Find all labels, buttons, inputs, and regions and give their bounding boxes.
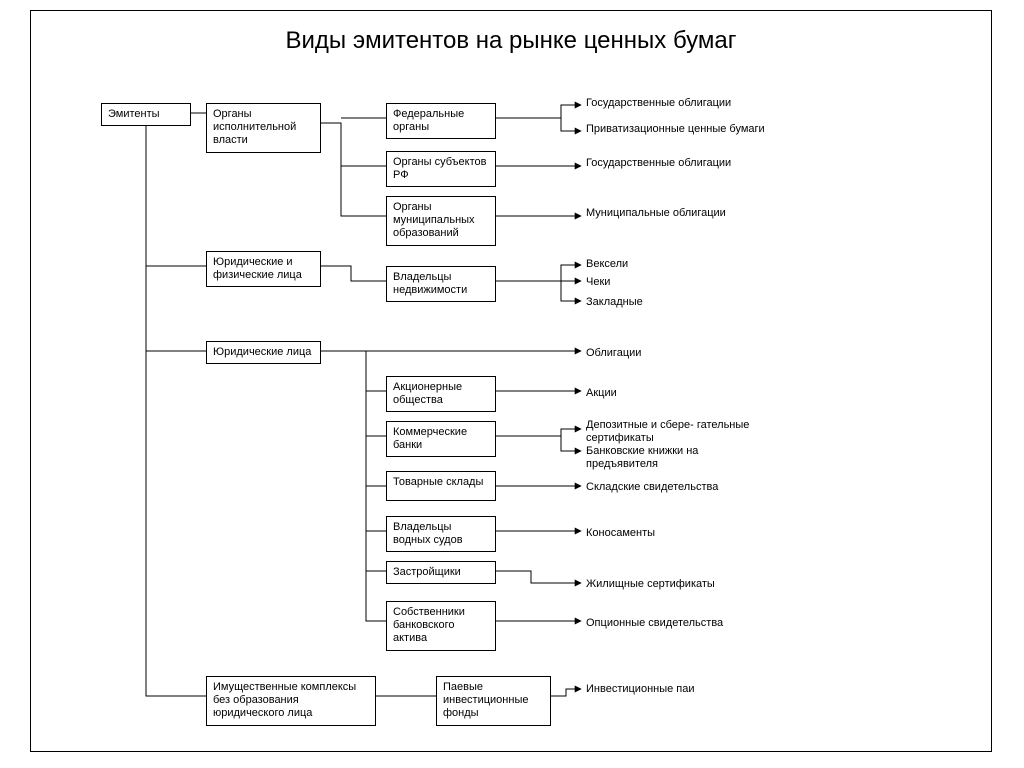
output-o_gos2: Государственные облигации	[586, 157, 731, 170]
edge	[366, 531, 386, 571]
output-o_gos1: Государственные облигации	[586, 97, 731, 110]
output-o_opt: Опционные свидетельства	[586, 617, 723, 630]
edge	[366, 571, 386, 621]
output-o_priv: Приватизационные ценные бумаги	[586, 123, 765, 136]
output-o_zakl: Закладные	[586, 296, 643, 309]
output-o_akc: Акции	[586, 387, 617, 400]
edge	[366, 351, 386, 391]
output-o_zhil: Жилищные сертификаты	[586, 578, 715, 591]
output-o_obl: Облигации	[586, 347, 641, 360]
node-owners: Собственники банковского актива	[386, 601, 496, 651]
node-ships: Владельцы водных судов	[386, 516, 496, 552]
node-banks: Коммерческие банки	[386, 421, 496, 457]
node-realty: Владельцы недвижимости	[386, 266, 496, 302]
edge	[321, 123, 386, 216]
node-muni: Органы муниципальных образований	[386, 196, 496, 246]
edge	[496, 105, 581, 118]
edge	[496, 429, 581, 436]
edge	[561, 281, 581, 301]
edge	[366, 391, 386, 436]
node-subj: Органы субъектов РФ	[386, 151, 496, 187]
node-pif: Паевые инвестиционные фонды	[436, 676, 551, 726]
node-ao: Акционерные общества	[386, 376, 496, 412]
output-o_muni: Муниципальные облигации	[586, 207, 726, 220]
node-build: Застройщики	[386, 561, 496, 584]
output-o_bank: Банковские книжки на предъявителя	[586, 445, 766, 471]
node-exec: Органы исполнительной власти	[206, 103, 321, 153]
output-o_veks: Вексели	[586, 258, 628, 271]
node-juleg: Юридические лица	[206, 341, 321, 364]
node-sklad: Товарные склады	[386, 471, 496, 501]
node-emit: Эмитенты	[101, 103, 191, 126]
output-o_sklad: Складские свидетельства	[586, 481, 718, 494]
diagram-frame: Виды эмитентов на рынке ценных бумаг Эми…	[30, 10, 992, 752]
edge	[561, 436, 581, 451]
edge	[496, 571, 581, 583]
output-o_chek: Чеки	[586, 276, 610, 289]
output-o_pai: Инвестиционные паи	[586, 683, 695, 696]
node-jufiz: Юридические и физические лица	[206, 251, 321, 287]
edge	[366, 436, 386, 486]
output-o_dep: Депозитные и сбере- гательные сертификат…	[586, 419, 766, 445]
edge	[321, 266, 386, 281]
edge	[561, 118, 581, 131]
edge	[496, 265, 581, 281]
edge	[366, 486, 386, 531]
node-fed: Федеральные органы	[386, 103, 496, 139]
edge	[551, 689, 581, 696]
output-o_kon: Коносаменты	[586, 527, 655, 540]
diagram-canvas: Эмитенты Органы исполнительной власти Феде…	[31, 11, 991, 751]
edge	[146, 123, 206, 696]
node-prop: Имущественные комплексы без образования …	[206, 676, 376, 726]
edge	[341, 123, 386, 166]
